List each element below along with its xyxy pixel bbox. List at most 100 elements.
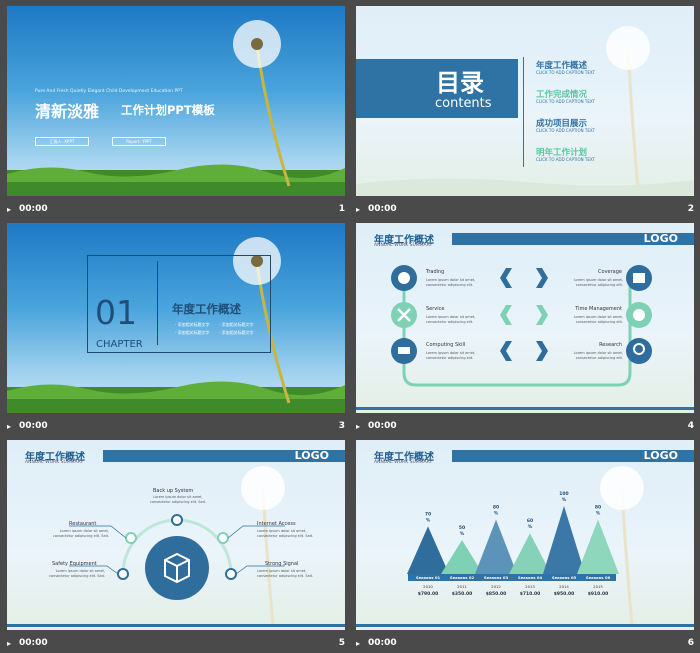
slide-number: 4 (687, 421, 694, 431)
chart-amount-label: $710.00 (520, 591, 541, 597)
header-subtitle: ANNUAL WORK SUMMARY (374, 460, 433, 465)
play-icon: ▸ (356, 422, 361, 431)
item-label: Research (599, 342, 622, 348)
chart-year-label: 2012 (491, 584, 501, 589)
header-bar (452, 450, 694, 462)
slide-en-line: Pure And Fresh Quietly Elegant Child Dev… (35, 89, 183, 94)
chart-year-label: 2015 (593, 584, 603, 589)
toc-item-2[interactable]: 工作完成情况 (536, 90, 588, 100)
chart-axis-band (408, 573, 616, 581)
item-desc: Lorem ipsum dolor sit amet, consectetur … (573, 278, 623, 287)
report-badge: Report: YPPT (112, 137, 166, 146)
chart-year-label: 2014 (559, 584, 569, 589)
toc-caption-3: CLICK TO ADD CAPTION TEXT (536, 128, 595, 133)
slide-status-bar: ▸ 00:00 5 (7, 635, 345, 653)
header-title: 年度工作概述 (25, 452, 85, 463)
chapter-number: 01 (95, 293, 137, 332)
slide-duration: 00:00 (368, 421, 397, 431)
item-label: Computing Skill (426, 342, 466, 348)
mountain-bar-chart: 70% Seasons 01 2010 $790.00 50% Seasons 02 201… (407, 491, 619, 597)
chart-data-label: 70 (425, 511, 431, 517)
chart-amount-label: $850.00 (486, 591, 507, 597)
item-desc: Lorem ipsum dolor sit amet, consectetur … (573, 351, 623, 360)
diagram-graphic (391, 265, 652, 387)
header-bar (452, 233, 694, 245)
slide-duration: 00:00 (368, 204, 397, 214)
item-desc: Lorem ipsum dolor sit amet, consectetur … (52, 529, 109, 538)
item-label: Trading (426, 269, 445, 275)
item-label: Time Management (575, 306, 622, 312)
header-subtitle: ANNUAL WORK SUMMARY (25, 460, 84, 465)
chart-data-label: 100 (559, 491, 568, 497)
chart-data-label: 60 (527, 518, 533, 524)
toc-caption-2: CLICK TO ADD CAPTION TEXT (536, 99, 595, 104)
slide-canvas: LOGO 年度工作概述 ANNUAL WORK SUMMARY Back up … (7, 440, 345, 630)
item-label: Back up System (153, 488, 194, 494)
toc-caption-4: CLICK TO ADD CAPTION TEXT (536, 157, 595, 162)
chart-year-label: 2011 (457, 584, 467, 589)
chart-category-label: Seasons 04 (518, 575, 543, 580)
item-desc: Lorem ipsum dolor sit amet, consectetur … (257, 569, 314, 578)
logo-text: LOGO (643, 232, 678, 245)
slide-status-bar: ▸ 00:00 4 (356, 418, 694, 436)
toc-item-3[interactable]: 成功项目展示 (536, 119, 588, 129)
play-icon: ▸ (356, 639, 361, 648)
chapter-title: 年度工作概述 (172, 302, 241, 316)
slide-duration: 00:00 (19, 421, 48, 431)
slide-canvas: LOGO 年度工作概述 ANNUAL WORK SUMMARY 70% Seaso… (356, 440, 694, 630)
dandelion-image (233, 20, 291, 187)
item-label: Restaurant (69, 521, 97, 527)
chapter-bullet: · 添加相关标题文字 (175, 322, 210, 327)
chapter-frame (87, 255, 271, 353)
item-desc: Lorem ipsum dolor sit amet, consectetur … (48, 569, 105, 578)
chart-amount-label: $950.00 (554, 591, 575, 597)
chart-data-label: 50 (459, 525, 465, 531)
chart-bar (509, 533, 551, 574)
chart-amount-label: $790.00 (418, 591, 439, 597)
toc-subtitle: contents (435, 96, 492, 111)
slide-status-bar: ▸ 00:00 2 (356, 201, 694, 219)
chart-bar (475, 519, 517, 574)
chart-data-label: % (562, 497, 567, 503)
chart-category-label: Seasons 06 (586, 575, 611, 580)
toc-caption-1: CLICK TO ADD CAPTION TEXT (536, 70, 595, 75)
play-icon: ▸ (356, 205, 361, 214)
chapter-label: CHAPTER (96, 339, 143, 350)
chart-amount-label: $350.00 (452, 591, 473, 597)
slide-canvas: Pure And Fresh Quietly Elegant Child Dev… (7, 6, 345, 196)
toc-block (356, 59, 518, 118)
diagram-graphic (69, 514, 285, 600)
item-desc: Lorem ipsum dolor sit amet, consectetur … (149, 495, 207, 504)
item-desc: Lorem ipsum dolor sit amet, consectetur … (426, 351, 476, 360)
slide-title: 清新淡雅 (35, 102, 100, 121)
dandelion-image (600, 466, 644, 625)
chart-category-label: Seasons 02 (450, 575, 475, 580)
slide-canvas: 目录 contents 年度工作概述 CLICK TO ADD CAPTION … (356, 6, 694, 196)
footer-line (356, 407, 694, 410)
item-label: Internet Access (257, 521, 296, 527)
chart-category-label: Seasons 01 (416, 575, 441, 580)
chart-year-label: 2013 (525, 584, 535, 589)
chart-data-label: % (460, 531, 465, 537)
item-label: Strong Signal (265, 561, 299, 567)
chapter-bullet: · 添加相关标题文字 (219, 330, 254, 335)
slide-number: 3 (338, 421, 345, 431)
slide-duration: 00:00 (368, 638, 397, 648)
logo-text: LOGO (294, 449, 329, 462)
header-bar (103, 450, 345, 462)
item-desc: Lorem ipsum dolor sit amet, consectetur … (573, 315, 623, 324)
toc-item-4[interactable]: 明年工作计划 (536, 148, 588, 158)
toc-item-1[interactable]: 年度工作概述 (536, 61, 588, 71)
item-label: Safety Equipment (52, 561, 97, 567)
slide-status-bar: ▸ 00:00 6 (356, 635, 694, 653)
chart-amount-label: $910.00 (588, 591, 609, 597)
chart-bar (407, 526, 449, 574)
grass-decoration (356, 178, 694, 196)
chart-bar (441, 540, 483, 574)
chart-data-label: % (494, 511, 499, 517)
chart-data-label: % (528, 524, 533, 530)
item-label: Coverage (598, 269, 622, 275)
dandelion-image (241, 466, 285, 625)
chart-data-label: % (426, 517, 431, 523)
chapter-divider (157, 261, 158, 345)
